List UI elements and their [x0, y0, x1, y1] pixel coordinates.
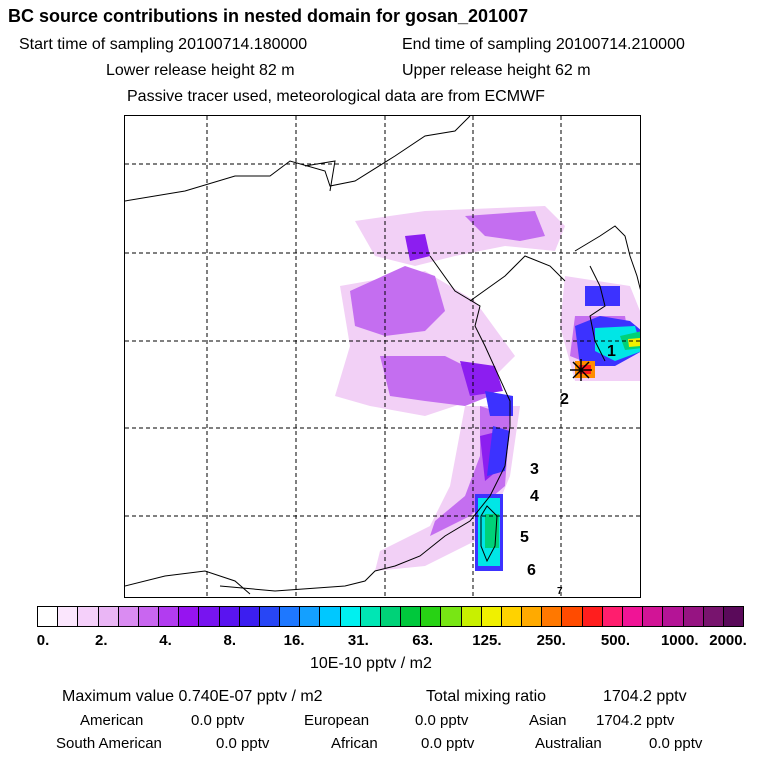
colorbar-tick-label: 4.	[159, 632, 172, 649]
korea-coast	[574, 225, 640, 291]
coastlines	[125, 116, 640, 595]
plume-violet-center	[460, 361, 503, 396]
colorbar-cell	[602, 607, 623, 626]
australian-label: Australian	[535, 735, 602, 752]
colorbar-tick-label: 1000.	[660, 632, 699, 649]
upper-release-label: Upper release height 62 m	[402, 62, 591, 79]
colorbar-cell	[300, 607, 321, 626]
colorbar-cell	[683, 607, 704, 626]
marker-1: 1	[607, 343, 616, 360]
marker-4: 4	[530, 488, 539, 505]
plume-mid-north	[465, 211, 545, 241]
start-time-label: Start time of sampling 20100714.180000	[19, 36, 308, 53]
south-china-coast	[125, 570, 251, 595]
colorbar-cell	[199, 607, 220, 626]
plume-violet-north	[405, 234, 430, 261]
colorbar-tick-label: 2000.	[709, 632, 747, 649]
colorbar-cell	[622, 607, 644, 626]
bohai-coast	[469, 255, 566, 302]
map-panel: 1 2 3 4 5 6 7	[124, 115, 641, 598]
colorbar-tick-label: 0.	[36, 632, 50, 649]
colorbar-cell	[58, 607, 79, 626]
european-value: 0.0 pptv	[415, 712, 469, 729]
marker-3: 3	[530, 461, 539, 478]
colorbar-tick-label: 2.	[95, 632, 108, 649]
marker-7: 7	[557, 586, 563, 597]
colorbar-cell	[501, 607, 523, 626]
colorbar-cell	[340, 607, 361, 626]
max-value-label: Maximum value 0.740E-07 pptv / m2	[62, 688, 323, 705]
colorbar-tick-label: 125.	[472, 632, 502, 649]
tracer-note: Passive tracer used, meteorological data…	[127, 88, 545, 105]
colorbar-cell	[239, 607, 260, 626]
colorbar-cell	[138, 607, 160, 626]
grid-lines	[125, 116, 640, 597]
plume-blue-yangtze	[485, 391, 513, 416]
colorbar-cell	[219, 607, 240, 626]
marker-6: 6	[527, 562, 536, 579]
colorbar-cell	[703, 607, 724, 626]
colorbar-cell	[481, 607, 502, 626]
colorbar-tick-label: 500.	[600, 632, 631, 649]
south-american-value: 0.0 pptv	[216, 735, 270, 752]
plume-mid-west	[350, 266, 445, 336]
korea-west-coast	[589, 265, 606, 362]
colorbar-cell	[723, 607, 744, 626]
plume-blue-coast	[487, 426, 510, 476]
marker-5: 5	[520, 529, 529, 546]
colorbar-cell	[259, 607, 281, 626]
colorbar-cell	[380, 607, 402, 626]
marker-2: 2	[560, 391, 569, 408]
china-coast	[219, 255, 511, 592]
asian-label: Asian	[529, 712, 567, 729]
receptor-star-icon	[570, 359, 592, 381]
total-mixing-value: 1704.2 pptv	[603, 688, 687, 705]
page-title: BC source contributions in nested domain…	[8, 6, 529, 26]
colorbar-cell	[522, 607, 543, 626]
african-value: 0.0 pptv	[421, 735, 475, 752]
lower-release-label: Lower release height 82 m	[106, 62, 295, 79]
asian-value: 1704.2 pptv	[596, 712, 675, 729]
colorbar-cell	[280, 607, 301, 626]
colorbar-cell	[78, 607, 99, 626]
colorbar-cell	[461, 607, 482, 626]
colorbar-cell	[98, 607, 119, 626]
colorbar-tick-label: 16.	[283, 632, 305, 649]
northern-border	[125, 116, 471, 202]
mongolia-border	[304, 160, 336, 192]
colorbar-cell	[159, 607, 180, 626]
colorbar-cell	[643, 607, 664, 626]
colorbar-tick-label: 31.	[347, 632, 369, 649]
colorbar-unit: 10E-10 pptv / m2	[310, 655, 432, 672]
colorbar-cell	[320, 607, 341, 626]
plume-yellow-korea	[628, 338, 640, 347]
colorbar	[37, 606, 744, 627]
south-american-label: South American	[56, 735, 162, 752]
colorbar-tick-label: 8.	[223, 632, 237, 649]
colorbar-cell	[421, 607, 442, 626]
end-time-label: End time of sampling 20100714.210000	[402, 36, 685, 53]
australian-value: 0.0 pptv	[649, 735, 703, 752]
colorbar-tick-label: 63.	[412, 632, 434, 649]
colorbar-tick-label: 250.	[536, 632, 566, 649]
colorbar-cell	[38, 607, 59, 626]
african-label: African	[331, 735, 378, 752]
colorbar-cell	[542, 607, 563, 626]
colorbar-cell	[118, 607, 139, 626]
colorbar-cell	[401, 607, 422, 626]
colorbar-cell	[360, 607, 381, 626]
colorbar-cell	[441, 607, 462, 626]
european-label: European	[304, 712, 370, 729]
colorbar-cell	[582, 607, 603, 626]
american-value: 0.0 pptv	[191, 712, 245, 729]
colorbar-cell	[179, 607, 200, 626]
total-mixing-label: Total mixing ratio	[426, 688, 547, 705]
american-label: American	[80, 712, 144, 729]
colorbar-cell	[562, 607, 583, 626]
map-svg	[125, 116, 640, 597]
colorbar-cell	[663, 607, 684, 626]
